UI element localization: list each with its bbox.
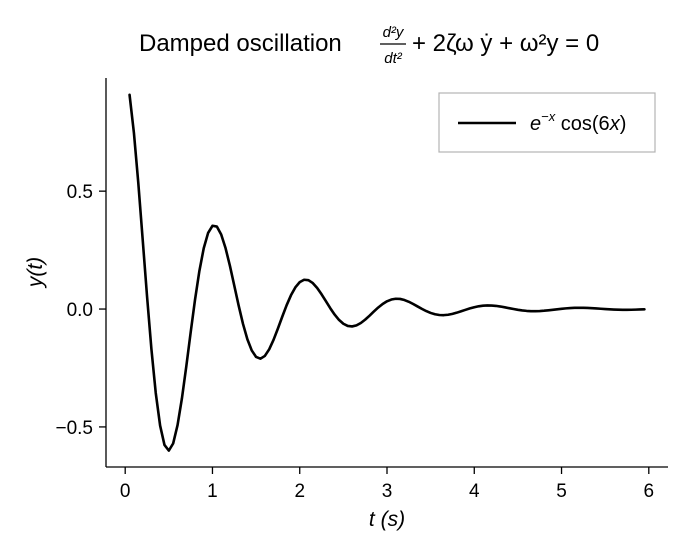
legend-label: e−x cos(6x) xyxy=(530,109,626,135)
x-tick-label: 2 xyxy=(294,481,305,502)
x-tick-label: 3 xyxy=(382,481,393,502)
series-line-damped xyxy=(128,93,646,452)
y-axis-label: y(t) xyxy=(24,257,47,289)
x-tick-label: 0 xyxy=(120,481,131,502)
y-tick-label: −0.5 xyxy=(55,418,93,439)
x-tick-label: 4 xyxy=(469,481,480,502)
chart-title: Damped oscillation xyxy=(139,30,342,57)
title-fraction-numerator: d²y xyxy=(383,24,405,41)
legend-label-exponent: −x xyxy=(541,109,556,124)
chart-title-prefix: Damped oscillation xyxy=(139,30,342,57)
x-tick-label: 1 xyxy=(207,481,218,502)
legend-label-suffix: ) xyxy=(620,113,627,135)
y-tick-label: 0.5 xyxy=(67,182,93,203)
title-equation-suffix: + 2ζω ẏ + ω²y = 0 xyxy=(412,30,599,57)
x-tick-label: 5 xyxy=(556,481,567,502)
x-axis-label: t (s) xyxy=(369,508,405,531)
y-ticks: −0.5 0.0 0.5 xyxy=(55,182,106,439)
y-tick-label: 0.0 xyxy=(67,300,93,321)
legend: e−x cos(6x) xyxy=(438,92,656,153)
legend-label-prefix: cos(6 xyxy=(555,113,609,135)
x-tick-label: 6 xyxy=(644,481,655,502)
legend-label-var: x xyxy=(609,113,621,135)
title-fraction-denominator: dt² xyxy=(384,50,403,67)
legend-label-base: e xyxy=(530,113,541,135)
x-ticks: 0 1 2 3 4 5 6 xyxy=(120,467,654,502)
